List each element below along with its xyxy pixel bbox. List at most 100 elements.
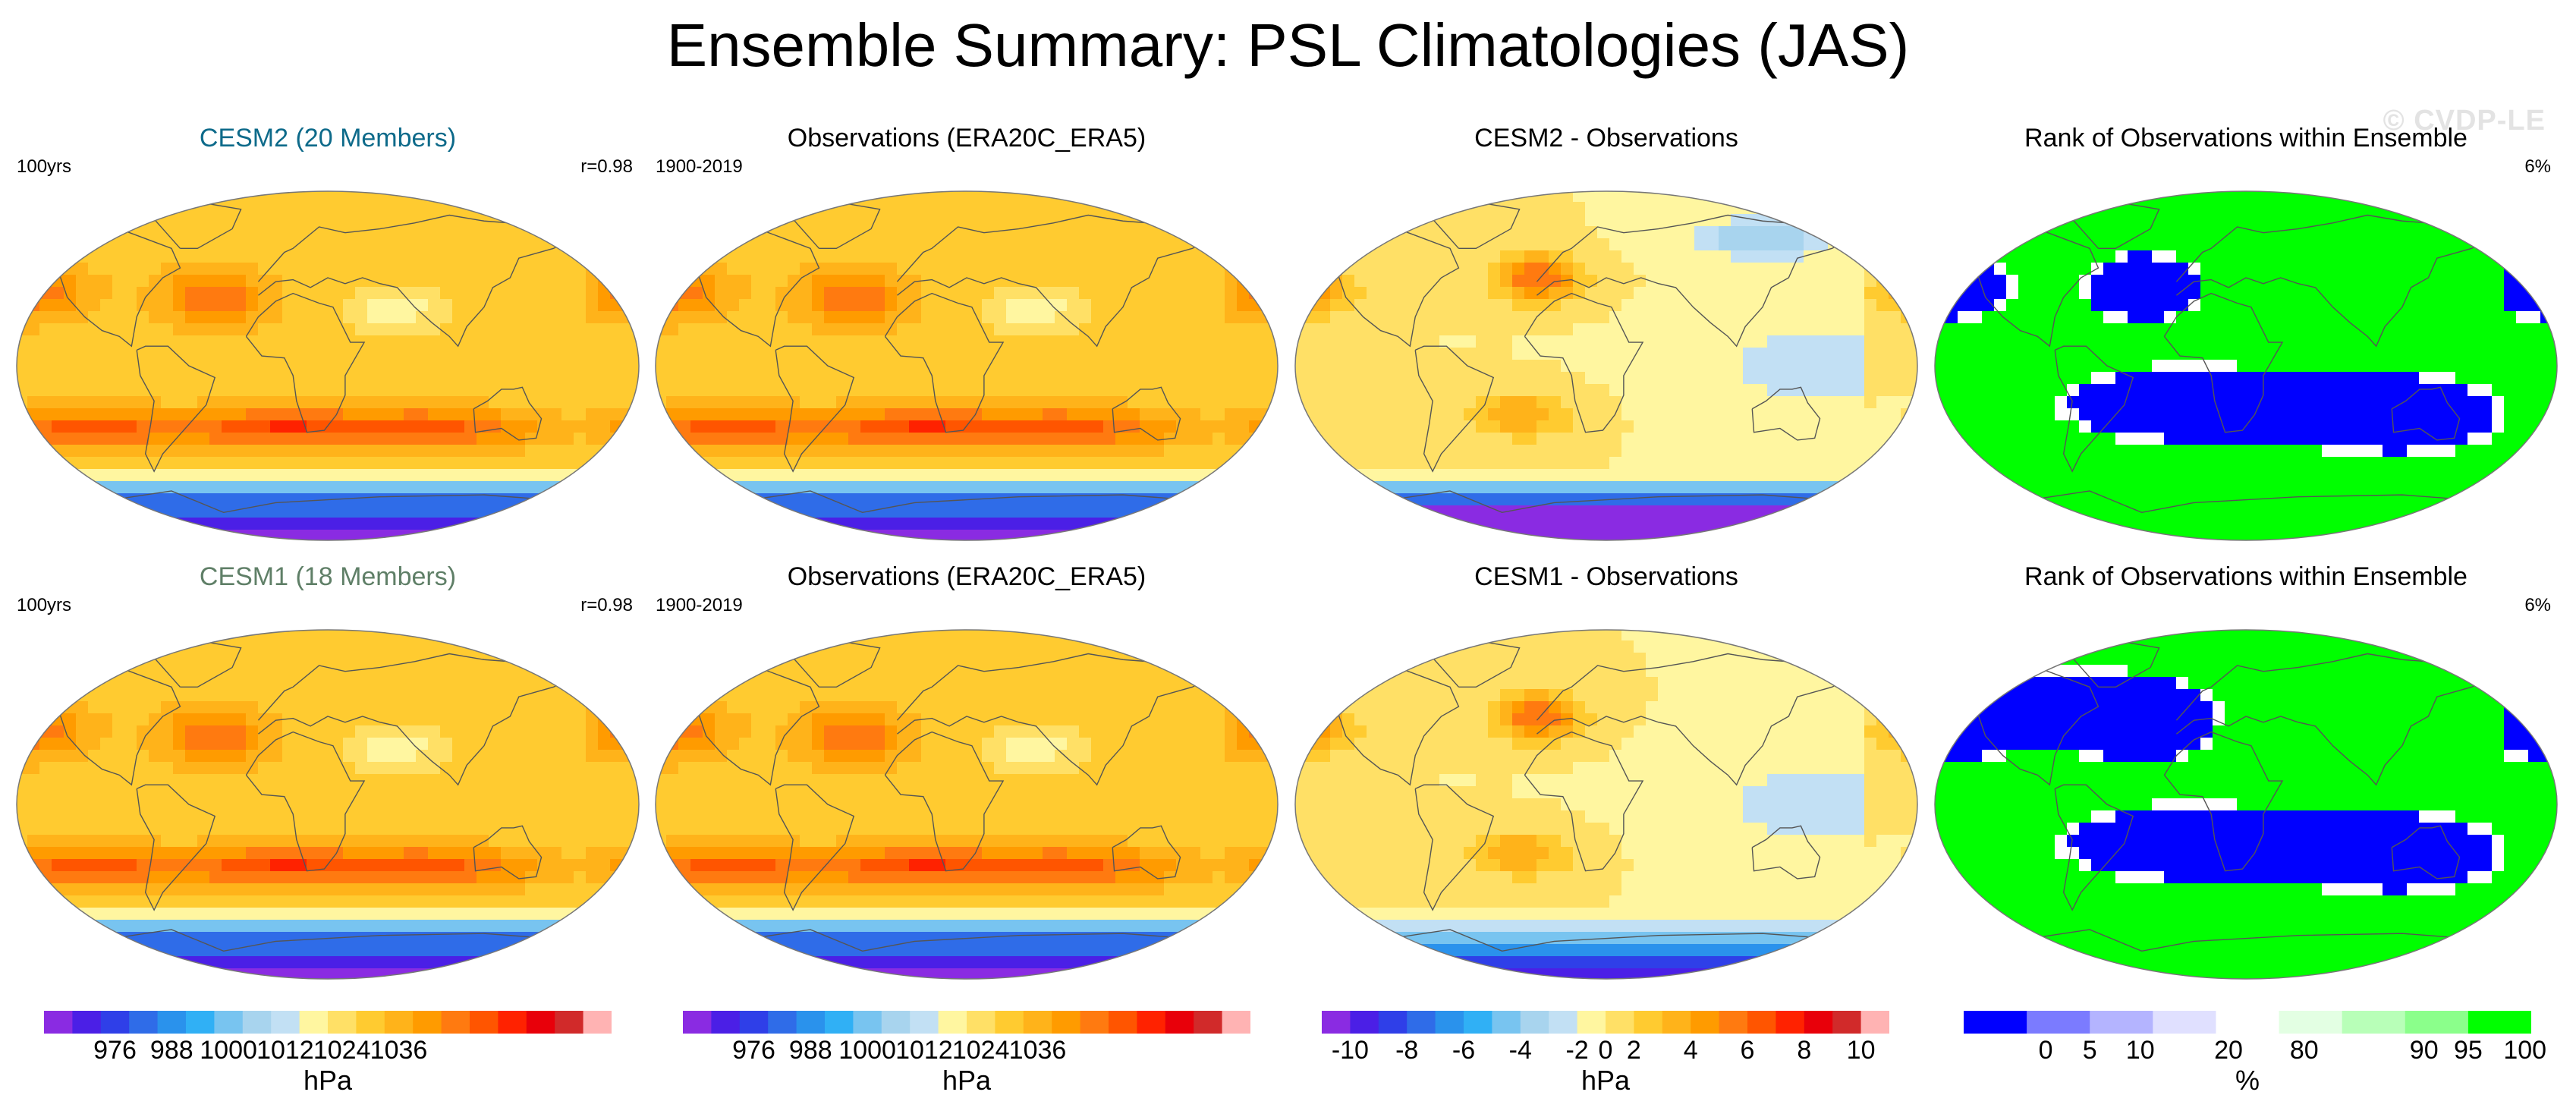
map-cell (1731, 250, 1744, 263)
map-cell (1731, 493, 1744, 506)
map-cell (1913, 518, 1917, 530)
map-cell (1597, 191, 1610, 203)
map-cell (1018, 505, 1031, 518)
map-cell (537, 530, 550, 540)
map-cell (428, 214, 441, 227)
map-cell (1115, 287, 1128, 300)
map-cell (258, 335, 271, 348)
map-cell (1367, 287, 1379, 300)
map-cell (1731, 372, 1744, 385)
map-cell (1682, 493, 1695, 506)
map-cell (1901, 348, 1914, 360)
map-cell (1476, 396, 1489, 409)
map-cell (982, 335, 995, 348)
panel-stat: r=0.98 (580, 156, 633, 177)
map-cell (1524, 372, 1537, 385)
map-cell (1273, 214, 1278, 227)
map-cell (1006, 287, 1019, 300)
map-cell (703, 214, 716, 227)
map-cell (2200, 202, 2213, 215)
map-cell (873, 384, 885, 397)
map-cell (1585, 493, 1598, 506)
map-cell (513, 311, 526, 324)
map-cell (800, 287, 813, 300)
map-cell (1512, 202, 1525, 215)
map-cell (464, 505, 477, 518)
map-cell (1512, 530, 1525, 540)
map-cell (1889, 348, 1901, 360)
map-cell (1295, 311, 1307, 324)
map-cell (1828, 408, 1841, 421)
map-cell (1500, 311, 1513, 324)
map-cell (52, 445, 64, 458)
map-cell (1115, 384, 1128, 397)
panel-stat: 6% (2524, 156, 2551, 177)
map-cell (885, 384, 898, 397)
map-cell (598, 384, 611, 397)
map-cell (1403, 191, 1416, 203)
map-cell (416, 420, 429, 433)
map-cell (958, 238, 970, 251)
map-cell (1306, 469, 1319, 482)
map-cell (1225, 433, 1238, 445)
map-cell (1188, 250, 1201, 263)
map-cell (1367, 530, 1379, 540)
map-cell (1200, 191, 1213, 203)
map-cell (1646, 518, 1659, 530)
map-cell (860, 445, 873, 458)
map-cell (1261, 493, 1274, 506)
map-cell (1852, 420, 1865, 433)
map-cell (1379, 505, 1392, 518)
map-cell (1549, 263, 1562, 275)
map-cell (1816, 360, 1829, 373)
map-cell (1476, 360, 1489, 373)
map-cell (124, 311, 137, 324)
map-cell (1982, 226, 1995, 239)
map-cell (258, 238, 271, 251)
map-cell (2030, 287, 2043, 300)
map-cell (464, 275, 477, 288)
map-cell (197, 384, 210, 397)
map-cell (343, 263, 356, 275)
map-cell (1621, 323, 1634, 336)
map-cell (258, 214, 271, 227)
map-cell (1115, 311, 1128, 324)
map-cell (1200, 505, 1213, 518)
map-cell (1536, 396, 1549, 409)
map-cell (1342, 191, 1355, 203)
map-cell (561, 408, 574, 421)
map-cell (452, 445, 465, 458)
map-cell (909, 263, 922, 275)
map-cell (343, 287, 356, 300)
map-cell (1840, 348, 1853, 360)
map-cell (1225, 420, 1238, 433)
map-cell (1055, 226, 1068, 239)
map-cell (2358, 214, 2371, 227)
map-cell (331, 348, 344, 360)
map-cell (1464, 311, 1477, 324)
map-cell (27, 493, 40, 506)
map-cell (1500, 372, 1513, 385)
map-cell (1646, 214, 1659, 227)
map-cell (751, 518, 764, 530)
map-cell (1791, 396, 1804, 409)
map-cell (1500, 250, 1513, 263)
map-cell (1634, 420, 1647, 433)
map-cell (537, 287, 550, 300)
map-cell (76, 420, 89, 433)
map-cell (355, 372, 368, 385)
map-cell (1115, 263, 1128, 275)
map-cell (1524, 384, 1537, 397)
map-cell (39, 469, 52, 482)
map-cell (921, 226, 934, 239)
coastline-australia (473, 386, 543, 441)
map-cell (1935, 202, 1946, 215)
map-cell (1512, 518, 1525, 530)
map-cell (1330, 335, 1343, 348)
map-cell (1889, 250, 1901, 263)
map-cell (1318, 396, 1331, 409)
map-cell (1852, 226, 1865, 239)
map-cell (1140, 263, 1153, 275)
map-cell (1597, 202, 1610, 215)
map-cell (1403, 263, 1416, 275)
